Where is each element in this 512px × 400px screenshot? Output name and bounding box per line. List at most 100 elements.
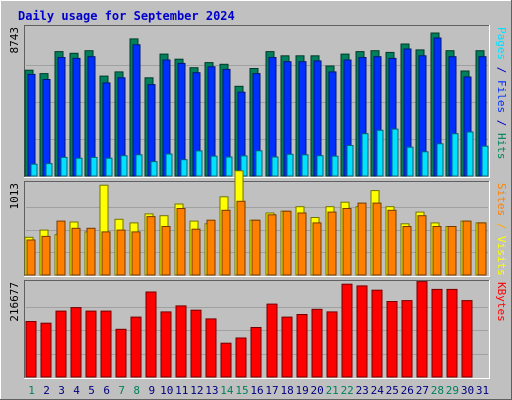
- bar-kbytes-day-18: [281, 316, 293, 378]
- x-tick-label-day-31: 31: [476, 384, 489, 397]
- bar-sites-day-21: [327, 211, 337, 276]
- panel-visits-sites: 1013 Sites / Visits: [8, 170, 508, 277]
- x-tick-label-day-14: 14: [220, 384, 234, 397]
- bar-kbytes-day-12: [190, 309, 202, 378]
- bar-pages-day-29: [451, 133, 459, 177]
- bar-pages-day-27: [421, 151, 429, 177]
- bar-pages-day-10: [165, 153, 173, 177]
- bar-kbytes-day-5: [85, 310, 97, 378]
- bar-pages-day-24: [376, 129, 384, 177]
- bar-pages-day-3: [60, 156, 68, 177]
- bar-pages-day-8: [135, 154, 143, 177]
- bar-kbytes-day-19: [296, 314, 308, 378]
- x-tick-label-day-7: 7: [118, 384, 125, 397]
- x-tick-label-day-23: 23: [356, 384, 369, 397]
- x-tick-label-day-1: 1: [28, 384, 35, 397]
- bar-sites-day-22: [342, 208, 352, 276]
- y-max-label: 216677: [8, 282, 21, 322]
- x-tick-label-day-16: 16: [250, 384, 263, 397]
- series-axis-label-part: Files: [495, 80, 508, 113]
- x-tick-label-day-18: 18: [280, 384, 293, 397]
- series-axis-label-part: Visits: [495, 236, 508, 276]
- bar-kbytes-day-4: [70, 307, 82, 378]
- bar-pages-day-2: [45, 163, 53, 177]
- bar-sites-day-25: [387, 209, 397, 276]
- bar-kbytes-day-13: [205, 318, 217, 378]
- x-tick-label-day-13: 13: [205, 384, 218, 397]
- bar-kbytes-day-24: [371, 289, 383, 378]
- bar-sites-day-27: [417, 215, 427, 276]
- bar-pages-day-6: [105, 157, 113, 177]
- x-tick-label-day-20: 20: [310, 384, 323, 397]
- series-axis-label-part: Pages: [495, 27, 508, 60]
- chart-title: Daily usage for September 2024: [18, 9, 235, 23]
- bar-kbytes-day-10: [160, 311, 172, 378]
- bar-files-day-1: [27, 73, 36, 177]
- bar-kbytes-day-9: [145, 291, 157, 378]
- x-tick-label-day-2: 2: [43, 384, 50, 397]
- bar-pages-day-22: [346, 145, 354, 177]
- bar-kbytes-day-2: [40, 322, 52, 378]
- bar-sites-day-24: [372, 202, 382, 276]
- bar-sites-day-1: [26, 239, 36, 276]
- x-tick-label-day-4: 4: [73, 384, 80, 397]
- x-tick-label-day-26: 26: [401, 384, 414, 397]
- bar-sites-day-15: [236, 200, 246, 276]
- bar-files-day-2: [42, 79, 51, 177]
- bar-sites-day-18: [282, 210, 292, 276]
- bar-sites-day-31: [477, 222, 487, 276]
- bar-sites-day-9: [146, 216, 156, 276]
- bar-sites-day-11: [176, 208, 186, 276]
- x-tick-label-day-21: 21: [326, 384, 339, 397]
- bar-pages-day-23: [361, 133, 369, 177]
- bar-kbytes-day-1: [25, 321, 37, 378]
- bar-kbytes-day-14: [220, 342, 232, 378]
- bar-pages-day-4: [75, 157, 83, 177]
- bar-pages-day-14: [225, 156, 233, 177]
- bar-sites-day-2: [41, 235, 51, 276]
- bar-kbytes-day-22: [341, 283, 353, 378]
- bar-sites-day-13: [206, 219, 216, 276]
- bar-sites-day-5: [86, 227, 96, 276]
- bar-pages-day-17: [271, 156, 279, 177]
- bar-kbytes-day-29: [446, 288, 458, 378]
- bar-kbytes-day-3: [55, 310, 67, 378]
- y-max-label: 8743: [8, 27, 21, 54]
- bar-kbytes-day-23: [356, 285, 368, 378]
- bar-pages-day-5: [90, 156, 98, 177]
- bar-pages-day-12: [195, 150, 203, 177]
- series-axis-label: KBytes: [495, 282, 508, 322]
- bar-kbytes-day-27: [416, 281, 428, 378]
- bar-sites-day-3: [56, 220, 66, 276]
- x-tick-label-day-12: 12: [190, 384, 203, 397]
- x-tick-label-day-6: 6: [103, 384, 110, 397]
- x-tick-label-day-25: 25: [386, 384, 399, 397]
- bar-pages-day-26: [406, 146, 414, 177]
- bar-sites-day-17: [267, 214, 277, 276]
- x-tick-label-day-27: 27: [416, 384, 429, 397]
- bar-sites-day-6: [101, 231, 111, 276]
- x-tick-label-day-24: 24: [371, 384, 385, 397]
- bar-kbytes-day-16: [250, 327, 262, 378]
- bar-pages-day-15: [240, 155, 248, 177]
- series-axis-label-part: /: [495, 113, 508, 133]
- x-tick-label-day-19: 19: [295, 384, 308, 397]
- series-axis-label: Sites / Visits: [495, 183, 508, 276]
- bar-kbytes-day-25: [386, 301, 398, 378]
- bar-sites-day-10: [161, 226, 171, 276]
- bar-sites-day-8: [131, 231, 141, 276]
- x-tick-label-day-3: 3: [58, 384, 65, 397]
- series-axis-label-part: /: [495, 60, 508, 80]
- series-axis-label: Pages / Files / Hits: [495, 27, 508, 160]
- bar-sites-day-4: [71, 227, 81, 276]
- bar-sites-day-14: [221, 209, 231, 276]
- series-axis-label-part: /: [495, 216, 508, 236]
- bar-sites-day-23: [357, 202, 367, 276]
- series-axis-label-part: KBytes: [495, 282, 508, 322]
- bar-sites-day-26: [402, 226, 412, 276]
- bar-sites-day-29: [447, 226, 457, 276]
- bar-pages-day-7: [120, 155, 128, 177]
- bar-kbytes-day-15: [235, 337, 247, 378]
- bar-kbytes-day-7: [115, 328, 127, 378]
- bar-kbytes-day-6: [100, 310, 112, 378]
